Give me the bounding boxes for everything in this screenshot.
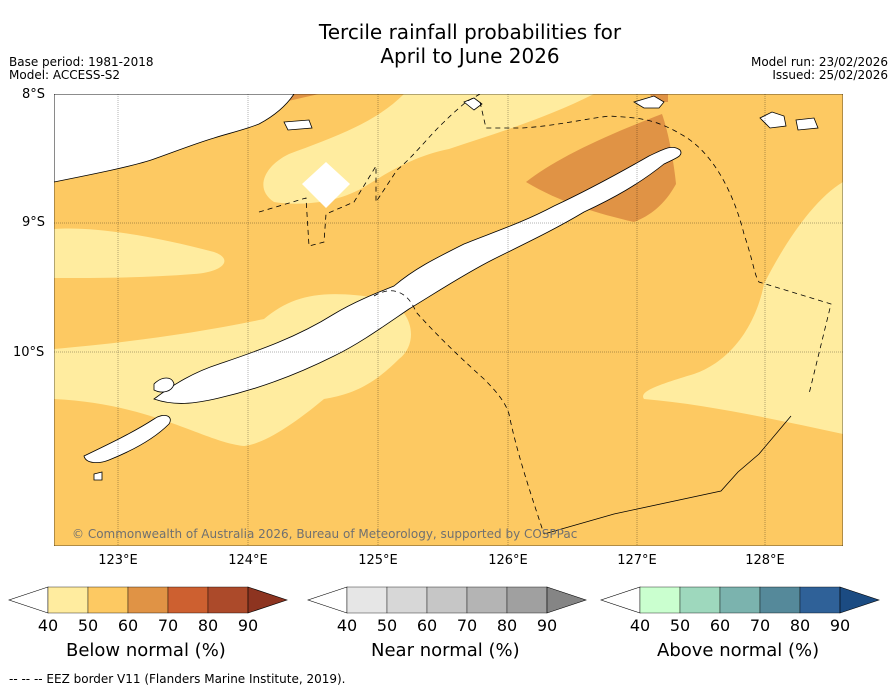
colorbar-bin-50-60 xyxy=(87,586,129,614)
colorbar-extend-low xyxy=(600,586,641,614)
title-line-1: Tercile rainfall probabilities for xyxy=(318,20,622,44)
colorbar-label-near: Near normal (%) xyxy=(371,640,520,661)
colorbar-extend-low xyxy=(8,586,49,614)
model-name: Model: ACCESS-S2 xyxy=(9,68,121,82)
lat-label-8s: 8°S xyxy=(22,87,46,102)
lat-label-9s: 9°S xyxy=(22,215,46,230)
colorbar-tick-near-70: 70 xyxy=(456,616,478,635)
lon-label-126e: 126°E xyxy=(488,553,528,568)
colorbar-tick-near-80: 80 xyxy=(496,616,518,635)
colorbar-below-normal xyxy=(8,586,288,614)
colorbar-bin-70-80 xyxy=(759,586,801,614)
colorbar-extend-high xyxy=(546,586,587,614)
colorbar-tick-below-50: 50 xyxy=(77,616,99,635)
colorbar-label-below: Below normal (%) xyxy=(66,640,226,661)
issued-date: Issued: 25/02/2026 xyxy=(772,68,888,82)
colorbar-tick-near-40: 40 xyxy=(336,616,358,635)
colorbar-tick-near-50: 50 xyxy=(376,616,398,635)
meta-left: Base period: 1981-2018 Model: ACCESS-S2 xyxy=(9,56,154,82)
eez-border-timor-leste-north xyxy=(258,94,481,247)
meta-right: Model run: 23/02/2026 Issued: 25/02/2026 xyxy=(751,56,888,82)
graticule xyxy=(54,94,843,546)
colorbar-tick-near-90: 90 xyxy=(536,616,558,635)
colorbar-tick-below-70: 70 xyxy=(157,616,179,635)
colorbar-tick-near-60: 60 xyxy=(416,616,438,635)
colorbar-bin-40-50 xyxy=(47,586,89,614)
colorbar-extend-low xyxy=(307,586,348,614)
title-line-2: April to June 2026 xyxy=(380,44,560,68)
colorbar-tick-below-60: 60 xyxy=(117,616,139,635)
land-semau xyxy=(153,377,175,393)
colorbar-near-normal xyxy=(307,586,587,614)
colorbar-tick-above-50: 50 xyxy=(669,616,691,635)
eez-footnote: -- -- -- EEZ border V11 (Flanders Marine… xyxy=(9,672,346,686)
land-babar xyxy=(759,111,787,129)
colorbar-tick-above-90: 90 xyxy=(829,616,851,635)
colorbar-tick-below-40: 40 xyxy=(37,616,59,635)
colorbar-tick-above-80: 80 xyxy=(789,616,811,635)
lon-label-125e: 125°E xyxy=(358,553,398,568)
colorbar-bin-60-70 xyxy=(127,586,169,614)
eez-border-north-arc xyxy=(479,101,832,395)
colorbar-tick-above-40: 40 xyxy=(629,616,651,635)
colorbar-tick-above-70: 70 xyxy=(749,616,771,635)
colorbar-tick-below-80: 80 xyxy=(197,616,219,635)
eez-borders xyxy=(258,94,832,535)
colorbar-above-normal xyxy=(600,586,880,614)
colorbar-bin-40-50 xyxy=(346,586,388,614)
shade-below-40-50-east xyxy=(643,182,843,434)
eez-border-south-solid xyxy=(543,415,792,535)
lon-label-124e: 124°E xyxy=(228,553,268,568)
lon-label-128e: 128°E xyxy=(745,553,785,568)
lat-label-10s: 10°S xyxy=(13,345,45,360)
eez-border-timor-leste-south xyxy=(373,290,545,535)
land-flores-alor xyxy=(54,94,295,183)
land-island-small-3 xyxy=(795,117,819,131)
colorbar-bin-80-90 xyxy=(506,586,548,614)
rainfall-probability-map: © Commonwealth of Australia 2026, Bureau… xyxy=(54,94,843,546)
colorbar-tick-below-90: 90 xyxy=(237,616,259,635)
colorbar-bin-70-80 xyxy=(167,586,209,614)
base-period: Base period: 1981-2018 xyxy=(9,55,154,69)
colorbar-extend-high xyxy=(247,586,288,614)
colorbar-bin-70-80 xyxy=(466,586,508,614)
land-rote xyxy=(83,414,171,464)
land-timor xyxy=(153,147,682,404)
lon-label-123e: 123°E xyxy=(98,553,138,568)
land-small-islet-sw xyxy=(93,471,103,481)
lon-label-127e: 127°E xyxy=(617,553,657,568)
shade-below-40-50-west xyxy=(54,228,225,278)
colorbar-bin-60-70 xyxy=(719,586,761,614)
colorbar-bin-40-50 xyxy=(639,586,681,614)
chart-title: Tercile rainfall probabilities for April… xyxy=(0,20,896,68)
colorbar-extend-high xyxy=(839,586,880,614)
colorbar-bin-80-90 xyxy=(799,586,841,614)
colorbar-tick-above-60: 60 xyxy=(709,616,731,635)
shade-below-50-60 xyxy=(54,94,843,546)
colorbar-bin-50-60 xyxy=(386,586,428,614)
colorbar-bin-80-90 xyxy=(207,586,249,614)
shade-below-60-70-northeast xyxy=(526,114,676,222)
land-island-small-1 xyxy=(283,119,313,131)
colorbar-bin-50-60 xyxy=(679,586,721,614)
colorbar-bin-60-70 xyxy=(426,586,468,614)
colorbar-label-above: Above normal (%) xyxy=(657,640,820,661)
no-data-diamond xyxy=(302,162,350,208)
copyright-text: © Commonwealth of Australia 2026, Bureau… xyxy=(72,527,577,541)
model-run: Model run: 23/02/2026 xyxy=(750,55,888,69)
shade-below-40-50-north xyxy=(263,94,594,204)
land-wetar xyxy=(633,95,665,109)
